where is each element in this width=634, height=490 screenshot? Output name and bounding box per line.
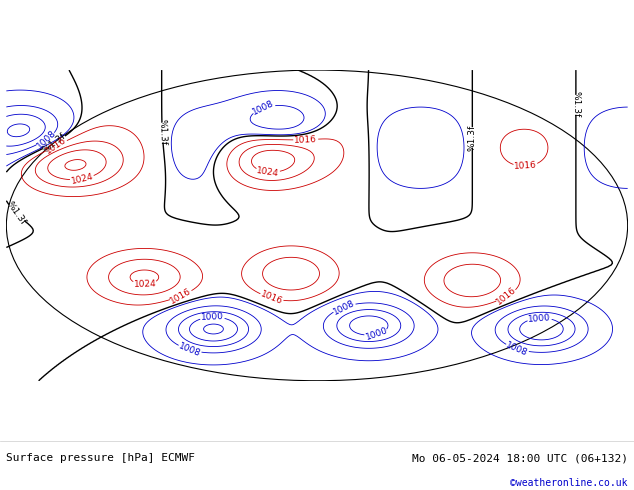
- Text: %1.3f: %1.3f: [41, 131, 67, 154]
- Text: 1016: 1016: [259, 290, 284, 306]
- Text: 1016: 1016: [495, 285, 519, 307]
- Text: 1008: 1008: [332, 298, 356, 317]
- Text: 1008: 1008: [505, 340, 529, 358]
- Text: Mo 06-05-2024 18:00 UTC (06+132): Mo 06-05-2024 18:00 UTC (06+132): [411, 453, 628, 463]
- Text: 1008: 1008: [177, 341, 202, 358]
- Text: %1.3f: %1.3f: [571, 92, 580, 118]
- Text: 1000: 1000: [527, 313, 551, 323]
- Text: %1.3f: %1.3f: [5, 200, 28, 227]
- Text: ©weatheronline.co.uk: ©weatheronline.co.uk: [510, 478, 628, 488]
- Text: 1016: 1016: [169, 286, 193, 305]
- Text: 1000: 1000: [200, 312, 224, 322]
- Text: 1008: 1008: [251, 99, 276, 117]
- Text: 1000: 1000: [365, 326, 389, 343]
- Text: 1024: 1024: [256, 166, 280, 178]
- Text: 1016: 1016: [294, 135, 318, 145]
- Text: 1016: 1016: [44, 135, 68, 156]
- Text: %1.3f: %1.3f: [157, 119, 167, 146]
- Text: 1016: 1016: [514, 161, 537, 172]
- Text: 1024: 1024: [70, 172, 94, 186]
- Text: Surface pressure [hPa] ECMWF: Surface pressure [hPa] ECMWF: [6, 453, 195, 463]
- Text: 1008: 1008: [35, 128, 58, 150]
- Text: 1024: 1024: [133, 279, 157, 289]
- Text: %1.3f: %1.3f: [468, 124, 477, 150]
